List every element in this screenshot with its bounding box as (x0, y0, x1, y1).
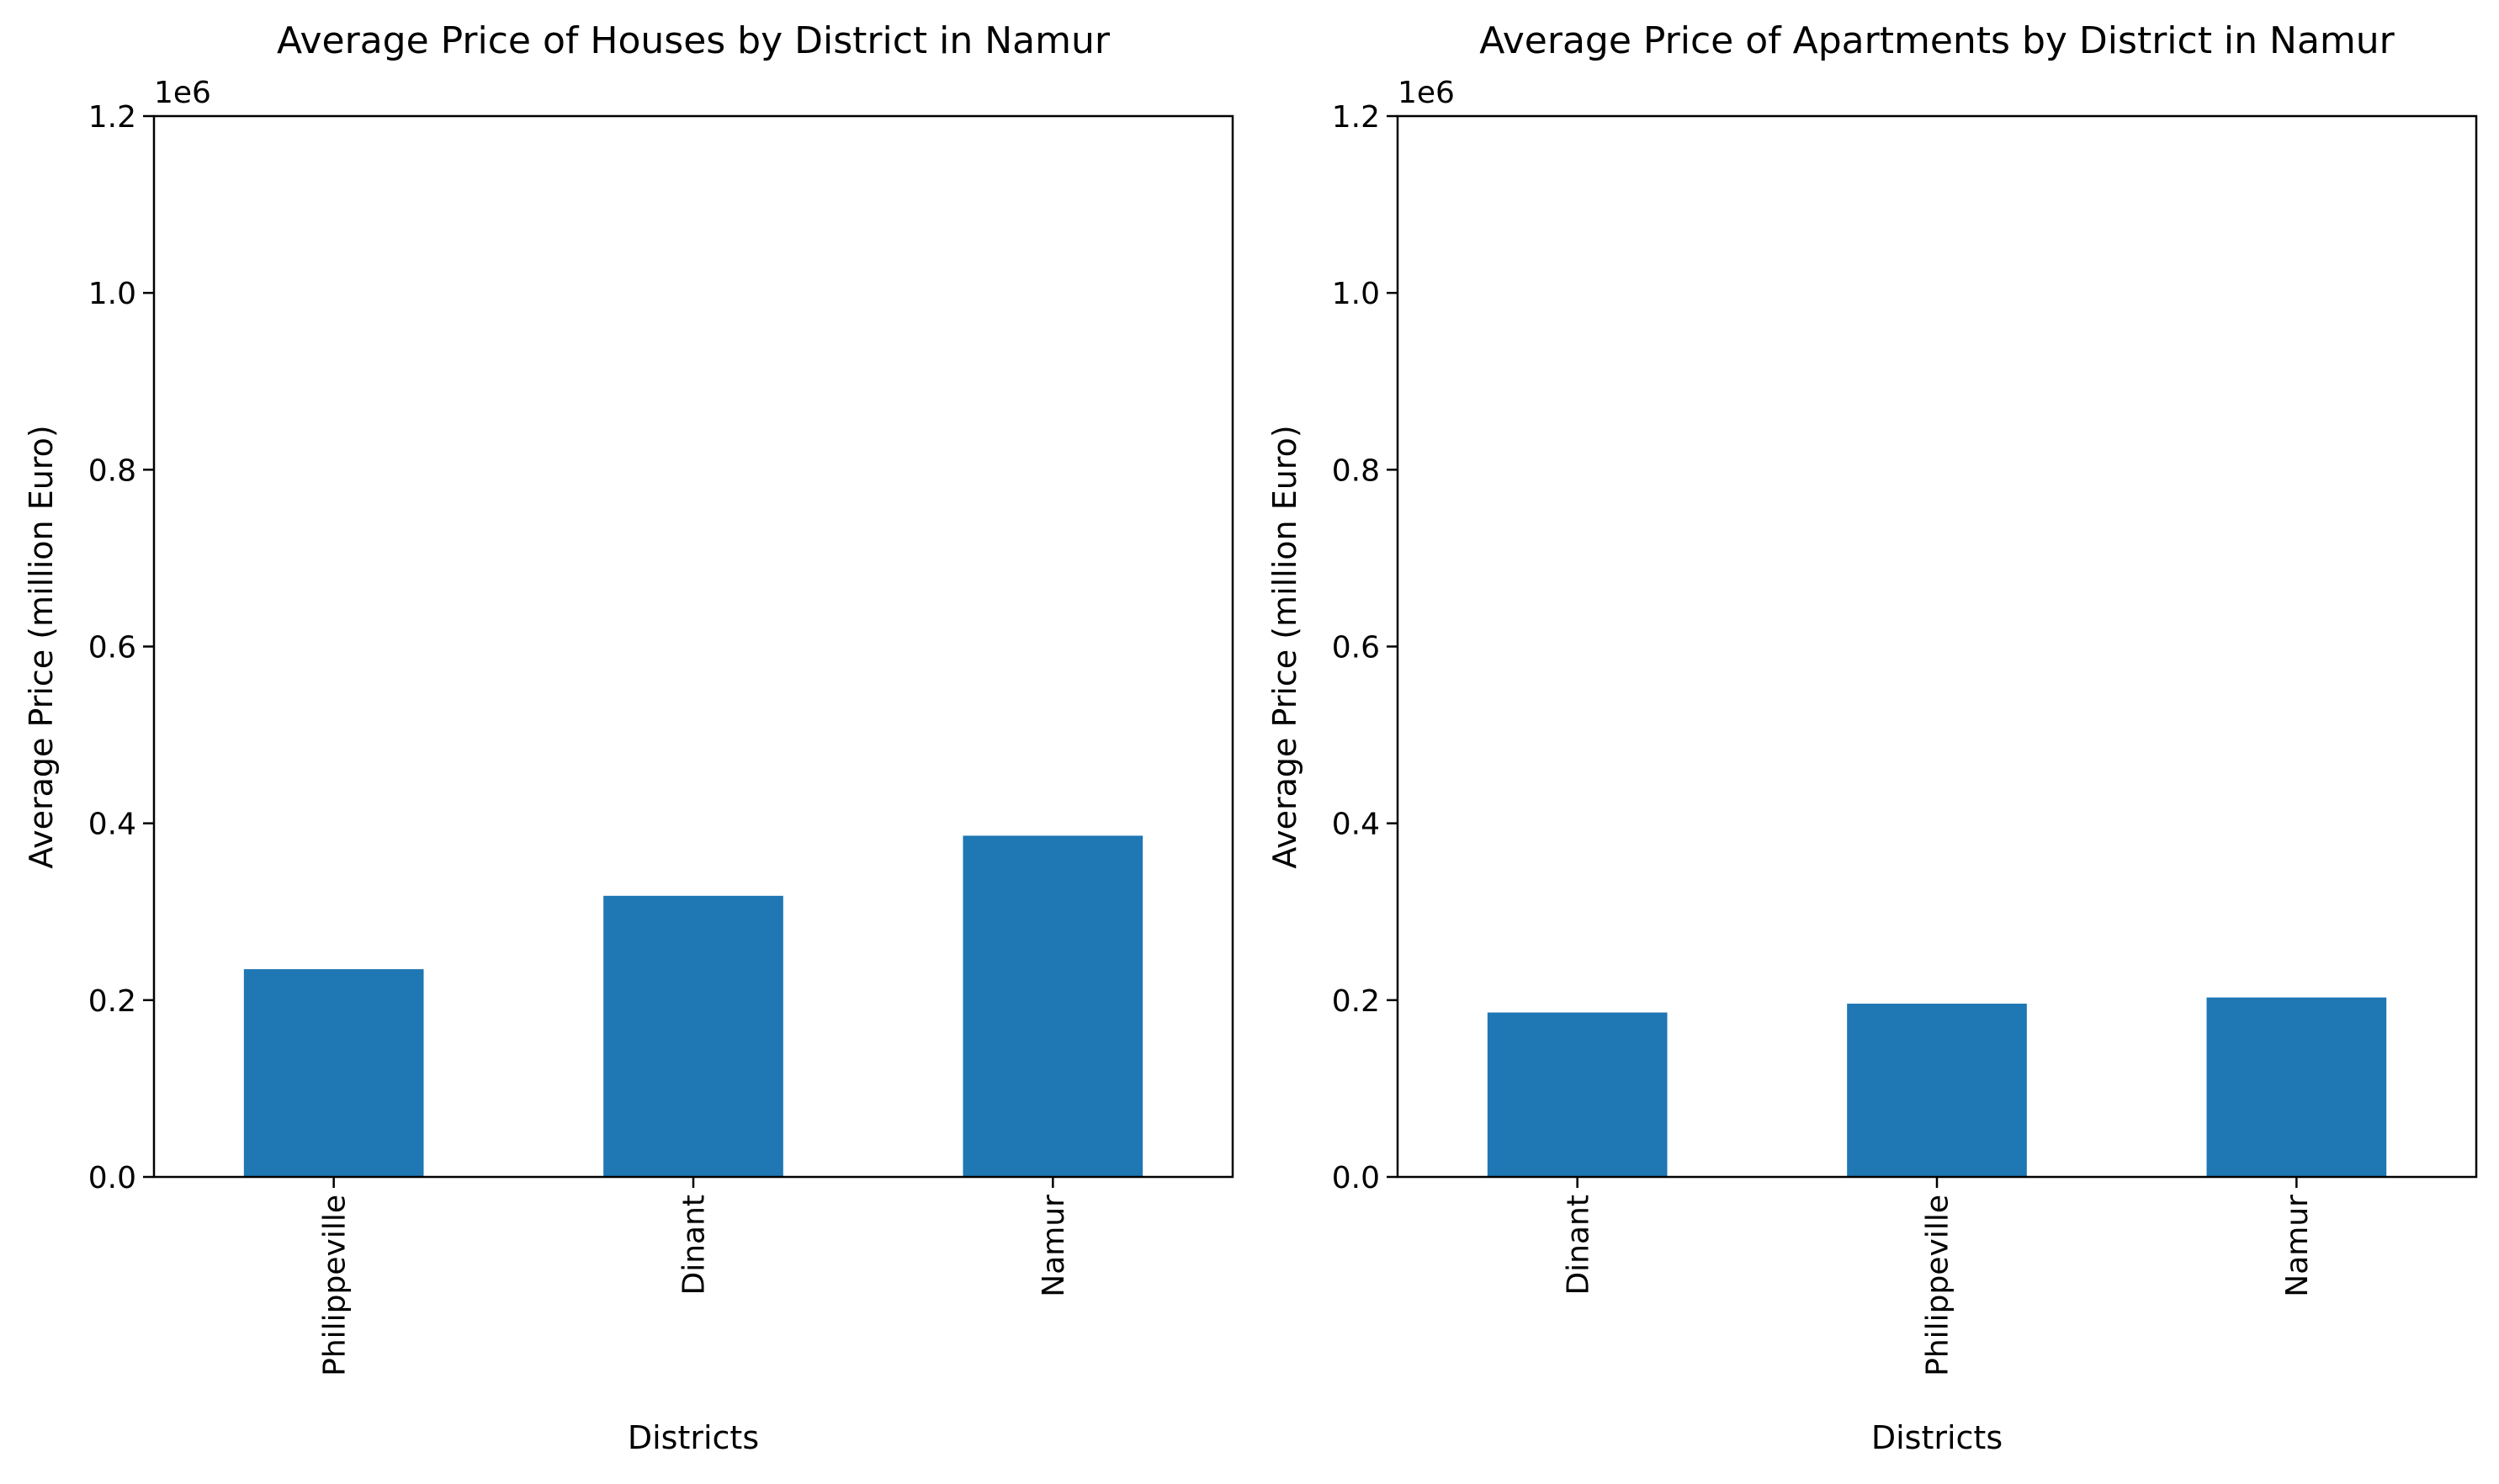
x-ticks: Dinant Philippeville Namur (1561, 1177, 2315, 1376)
x-tick-label: Dinant (1561, 1195, 1595, 1296)
chart-title: Average Price of Apartments by District … (1479, 19, 2395, 62)
bars (243, 835, 1143, 1177)
chart-apartments: Average Price of Apartments by District … (1266, 19, 2478, 1456)
bar (963, 835, 1143, 1177)
y-axis-offset-label: 1e6 (154, 76, 211, 110)
x-ticks: Philippeville Dinant Namur (317, 1177, 1071, 1376)
y-tick-label: 0.8 (88, 453, 136, 488)
x-tick-label: Dinant (677, 1195, 712, 1296)
chart-title: Average Price of Houses by District in N… (277, 19, 1111, 62)
bar (603, 895, 783, 1177)
y-tick-label: 1.0 (88, 277, 136, 311)
y-tick-label: 0.0 (1332, 1161, 1380, 1195)
y-tick-label: 0.6 (1332, 631, 1380, 665)
x-tick-label: Namur (1037, 1195, 1071, 1297)
y-tick-label: 0.8 (1332, 453, 1380, 488)
y-tick-label: 1.2 (1332, 100, 1380, 135)
bar (1847, 1004, 2027, 1177)
x-tick-label: Philippeville (317, 1195, 352, 1376)
y-tick-label: 0.4 (1332, 808, 1380, 842)
chart-houses: Average Price of Houses by District in N… (23, 19, 1234, 1456)
y-axis-label: Average Price (million Euro) (1266, 425, 1303, 868)
y-tick-label: 1.2 (88, 100, 136, 135)
y-axis-label: Average Price (million Euro) (23, 425, 60, 868)
y-tick-label: 1.0 (1332, 277, 1380, 311)
y-tick-label: 0.6 (88, 631, 136, 665)
y-tick-label: 0.2 (1332, 984, 1380, 1019)
bar (2206, 997, 2387, 1177)
plot-frame (152, 114, 1234, 1179)
y-axis-offset-label: 1e6 (1398, 76, 1455, 110)
x-tick-label: Namur (2280, 1195, 2315, 1297)
plot-frame (1396, 114, 2478, 1179)
bars (1487, 997, 2387, 1177)
y-tick-label: 0.2 (88, 984, 136, 1019)
bar (1487, 1012, 1668, 1177)
bar (243, 969, 424, 1177)
x-axis-label: Districts (628, 1419, 759, 1456)
y-ticks: 0.0 0.2 0.4 0.6 0.8 1.0 1.2 (1332, 100, 1398, 1195)
y-tick-label: 0.0 (88, 1161, 136, 1195)
y-ticks: 0.0 0.2 0.4 0.6 0.8 1.0 1.2 (88, 100, 154, 1195)
x-tick-label: Philippeville (1921, 1195, 1955, 1376)
y-tick-label: 0.4 (88, 808, 136, 842)
x-axis-label: Districts (1871, 1419, 2003, 1456)
